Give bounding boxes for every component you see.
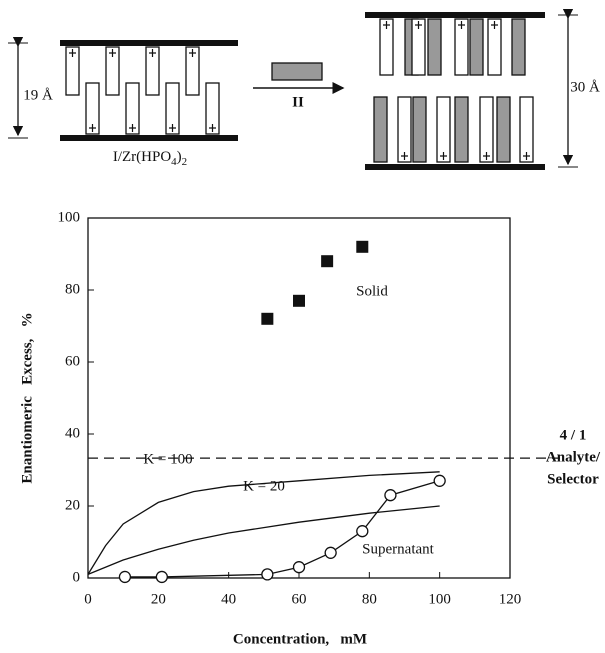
host-molecule [411, 18, 426, 76]
point [118, 570, 132, 584]
x-tick-label: 60 [292, 591, 307, 607]
plate [60, 135, 238, 141]
guest-molecule [511, 18, 526, 76]
right-height: 30 Å [570, 79, 600, 95]
reference-label: Selector [547, 472, 599, 488]
host-molecule [185, 46, 200, 96]
host-molecule [85, 82, 100, 135]
series-line [124, 480, 440, 578]
host-sub: 2 [182, 156, 188, 168]
plate [365, 12, 545, 18]
host-molecule [65, 46, 80, 96]
series-label: K = 20 [243, 478, 285, 494]
x-tick-label: 100 [428, 591, 451, 607]
host-molecule [165, 82, 180, 135]
left-height: 19 Å [23, 87, 53, 103]
charge [523, 152, 530, 160]
charge [458, 21, 465, 29]
point [433, 474, 446, 487]
host-label: I/Zr(HPO4)2 [113, 149, 187, 167]
point [321, 255, 334, 268]
charge [483, 152, 490, 160]
point [324, 546, 337, 559]
charge [189, 49, 196, 57]
host-main: I/Zr(HPO [113, 149, 171, 165]
charge [440, 152, 447, 160]
host-molecule [519, 96, 534, 163]
charge [383, 21, 390, 29]
dimension-cap [8, 42, 28, 139]
charge [169, 124, 176, 132]
charge [109, 49, 116, 57]
host-molecule [205, 82, 220, 135]
charge [89, 124, 96, 132]
point [384, 489, 397, 502]
plate [365, 164, 545, 170]
host-molecule [487, 18, 502, 76]
charge [209, 124, 216, 132]
point [293, 294, 305, 307]
y-tick-label: 80 [65, 281, 80, 297]
diagram [8, 8, 578, 170]
y-tick-label: 40 [65, 425, 80, 441]
charge [401, 152, 408, 160]
guest-molecule [412, 96, 427, 163]
x-tick-label: 0 [84, 591, 92, 607]
reagent-label: II [292, 94, 304, 110]
guest-molecule [454, 96, 469, 163]
point [261, 312, 274, 325]
reference-label: Analyte/ [546, 450, 601, 466]
point [356, 525, 369, 538]
point [292, 561, 306, 574]
y-tick-label: 100 [58, 209, 81, 225]
host-molecule [454, 18, 469, 76]
guest-molecule [373, 96, 388, 163]
charge [491, 21, 498, 29]
point [356, 240, 369, 253]
series-label: K = 100 [143, 451, 192, 467]
host-molecule [105, 46, 120, 96]
charge [69, 49, 76, 57]
y-tick-label: 20 [65, 497, 80, 513]
host-molecule [125, 82, 140, 135]
dimension-cap [558, 14, 578, 168]
x-tick-label: 120 [499, 591, 522, 607]
reference-label: 4 / 1 [560, 428, 587, 444]
point [155, 570, 169, 584]
series-line [87, 505, 440, 576]
host-molecule [397, 96, 412, 163]
x-tick-label: 40 [221, 591, 236, 607]
guest-molecule [469, 18, 484, 76]
series-label: Solid [356, 283, 388, 299]
series-line [87, 471, 440, 575]
y-tick-label: 60 [65, 353, 80, 369]
x-axis-title: Concentration, mM [233, 631, 367, 647]
x-tick-label: 80 [362, 591, 377, 607]
host-close: ) [177, 149, 182, 165]
guest-molecule [496, 96, 511, 163]
y-axis-title: Enantiomeric Excess, % [19, 312, 35, 483]
host-molecule [436, 96, 451, 163]
host-molecule [379, 18, 394, 76]
plot-frame [87, 217, 511, 579]
x-tick-label: 20 [151, 591, 166, 607]
host-molecule [479, 96, 494, 163]
guest-molecule [427, 18, 442, 76]
plate [60, 40, 238, 46]
guest-molecule [271, 62, 323, 81]
charge [415, 21, 422, 29]
point [261, 568, 274, 581]
host-molecule [145, 46, 160, 96]
charge [129, 124, 136, 132]
host-sub: 4 [171, 156, 177, 168]
charge [149, 49, 156, 57]
series-label: Supernatant [362, 541, 434, 557]
y-tick-label: 0 [73, 569, 81, 585]
